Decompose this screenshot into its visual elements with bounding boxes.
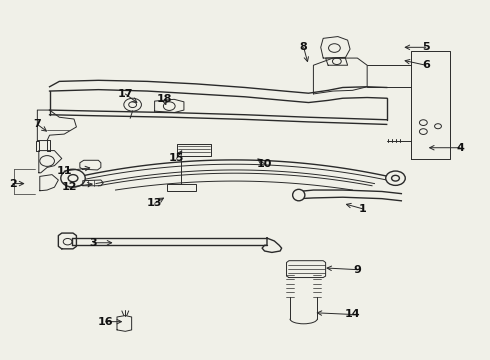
Text: 17: 17	[118, 89, 133, 99]
Polygon shape	[176, 144, 211, 156]
Text: 9: 9	[353, 265, 361, 275]
Circle shape	[386, 171, 405, 185]
Text: 13: 13	[147, 198, 162, 208]
Text: 15: 15	[169, 153, 184, 163]
Text: 18: 18	[157, 94, 172, 104]
Text: 7: 7	[33, 120, 41, 129]
Polygon shape	[80, 160, 101, 170]
Bar	[167, 184, 196, 192]
Circle shape	[61, 169, 85, 187]
Polygon shape	[117, 316, 132, 331]
Text: 12: 12	[61, 182, 77, 192]
Polygon shape	[58, 233, 76, 249]
Text: 3: 3	[90, 238, 98, 248]
Polygon shape	[155, 99, 184, 113]
Polygon shape	[83, 180, 103, 186]
Text: 8: 8	[300, 42, 308, 52]
Text: 2: 2	[9, 179, 17, 189]
Polygon shape	[262, 238, 282, 252]
Text: 4: 4	[456, 143, 464, 153]
Text: 5: 5	[422, 42, 430, 52]
Text: 11: 11	[56, 166, 72, 176]
Text: 6: 6	[422, 60, 430, 70]
Text: 16: 16	[98, 317, 114, 327]
Text: 1: 1	[358, 204, 366, 214]
Polygon shape	[287, 261, 326, 278]
Text: 10: 10	[257, 159, 272, 169]
Ellipse shape	[293, 189, 305, 201]
Text: 14: 14	[344, 310, 360, 319]
Circle shape	[124, 98, 142, 111]
